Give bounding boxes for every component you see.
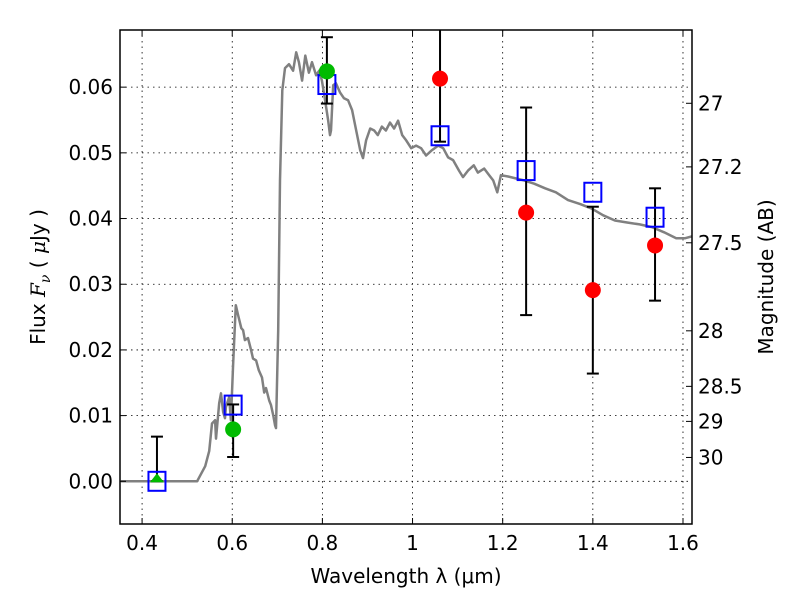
model-sed-layer [120,51,692,483]
nir-detection-point [432,70,449,87]
model-photometry-square [583,181,603,203]
y2-tick-label: 27.5 [698,231,743,255]
x-tick-label: 1.6 [667,531,699,555]
marker-layer [147,63,665,492]
plot-frame [119,29,693,525]
y2-tick-label: 29 [698,409,723,433]
model-photometry-square [516,160,536,182]
y2-tick-label: 30 [698,445,723,469]
grid-lines [120,30,692,524]
x-tick-label: 1.4 [577,531,609,555]
errorbar-layer [150,30,662,483]
model-photometry-square [223,394,243,416]
y2-tick-label: 28 [698,319,723,343]
model-photometry-square [645,206,665,228]
y-tick-label: 0.00 [68,469,113,493]
y2-tick-label: 27 [698,91,723,115]
nir-detection-point [647,237,664,254]
optical-detection-point [318,63,335,80]
x-tick-label: 0.6 [216,531,248,555]
y2-tick-label: 28.5 [698,374,743,398]
y-axis-right: 27 27.2 27.5 28 28.5 29 30 [686,91,743,469]
model-photometry-square [430,125,450,147]
optical-detection-point [225,421,242,438]
y-axis-left: 0.00 0.01 0.02 0.03 0.04 0.05 0.06 [68,75,126,493]
y-tick-label: 0.02 [68,338,113,362]
x-tick-label: 1 [406,531,419,555]
model-photometry-square [147,470,167,492]
y-tick-label: 0.03 [68,272,113,296]
x-axis-label: Wavelength λ (μm) [310,564,501,588]
model-sed-line [120,51,692,483]
y-tick-label: 0.05 [68,141,113,165]
y-tick-label: 0.01 [68,404,113,428]
y-tick-label: 0.06 [68,75,113,99]
y-tick-label: 0.04 [68,207,113,231]
x-tick-label: 0.4 [126,531,158,555]
y-axis-label: Flux Fν ( μJy ) [26,209,54,345]
upper-limit-triangle [149,473,164,483]
y2-tick-label: 27.2 [698,155,743,179]
nir-detection-point [584,282,601,299]
x-tick-label: 1.2 [487,531,519,555]
nir-detection-point [518,204,535,221]
y2-axis-label: Magnitude (AB) [754,199,778,354]
x-tick-label: 0.8 [306,531,338,555]
x-axis: 0.4 0.6 0.8 1 1.2 1.4 1.6 [126,30,699,555]
